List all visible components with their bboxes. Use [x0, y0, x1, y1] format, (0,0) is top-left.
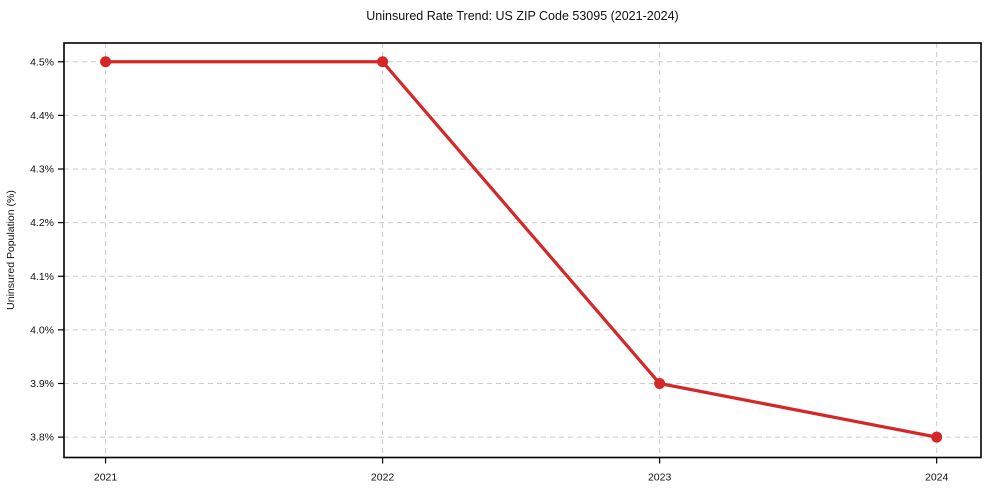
data-point: [100, 56, 112, 68]
x-tick-label: 2021: [94, 472, 118, 484]
x-tick-label: 2024: [925, 472, 949, 484]
y-tick-label: 4.3%: [30, 164, 54, 176]
data-point: [931, 431, 943, 443]
plot-border: [63, 42, 982, 459]
y-tick-label: 4.4%: [30, 110, 54, 122]
y-tick-label: 3.8%: [30, 432, 54, 444]
y-tick-label: 4.0%: [30, 324, 54, 336]
x-tick-label: 2022: [371, 472, 395, 484]
chart-title: Uninsured Rate Trend: US ZIP Code 53095 …: [366, 9, 679, 23]
y-tick-label: 3.9%: [30, 378, 54, 390]
y-tick-label: 4.2%: [30, 217, 54, 229]
y-tick-label: 4.5%: [30, 56, 54, 68]
y-tick-label: 4.1%: [30, 271, 54, 283]
data-point: [654, 378, 666, 390]
data-point: [377, 56, 389, 68]
x-tick-label: 2023: [648, 472, 672, 484]
y-axis-label: Uninsured Population (%): [5, 190, 17, 310]
trend-line: [103, 60, 939, 439]
